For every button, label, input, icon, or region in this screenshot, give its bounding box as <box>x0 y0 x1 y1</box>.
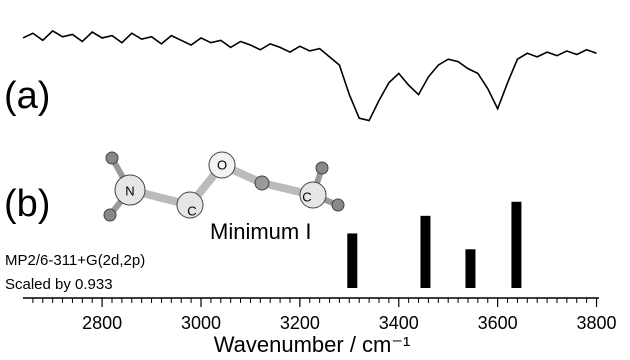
method-label: MP2/6-311+G(2d,2p) <box>5 252 145 269</box>
x-tick-label: 3800 <box>577 313 617 333</box>
atom-label: C <box>187 203 196 218</box>
spectrum-line <box>23 31 597 121</box>
x-tick-label: 3400 <box>379 313 419 333</box>
atom-label: O <box>217 157 227 172</box>
scaling-label: Scaled by 0.933 <box>5 276 113 293</box>
panel-label: (b) <box>4 183 50 225</box>
x-tick-label: 3200 <box>280 313 320 333</box>
atom-label: C <box>302 189 311 204</box>
atom-label: N <box>125 183 134 198</box>
x-axis-label: Wavenumber / cm⁻¹ <box>214 332 411 357</box>
x-tick-label: 3600 <box>478 313 518 333</box>
stick <box>511 202 521 288</box>
annotation: Minimum I <box>210 219 311 244</box>
chart: (a) (b) Minimum I MP2/6-311+G(2d,2p) Sca… <box>0 0 630 360</box>
stick <box>465 249 475 288</box>
panel-label: (a) <box>4 75 50 117</box>
page: {"chart_data": [ {"type": "line", "panel… <box>0 0 630 360</box>
stick <box>420 216 430 288</box>
x-tick-label: 2800 <box>82 313 122 333</box>
stick <box>347 233 357 288</box>
x-tick-label: 3000 <box>181 313 221 333</box>
